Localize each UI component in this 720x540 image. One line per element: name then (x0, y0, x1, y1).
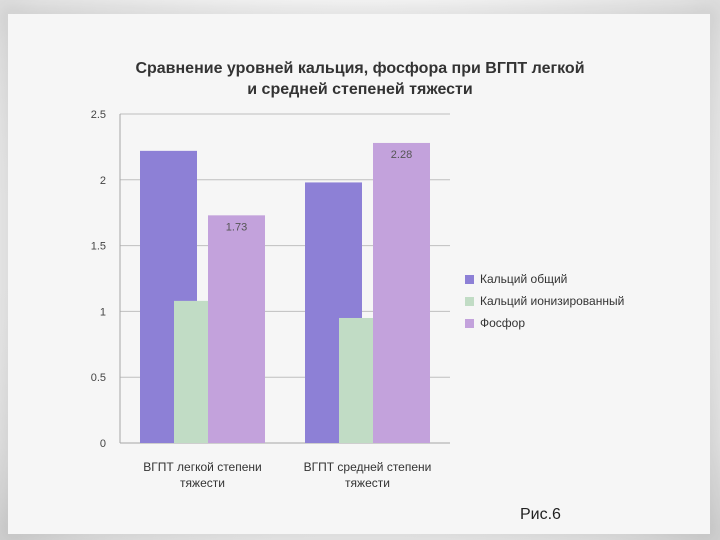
x-category-label: ВГПТ легкой степени (143, 460, 261, 474)
x-category-label: ВГПТ средней степени (304, 460, 432, 474)
y-tick-label: 0 (100, 438, 106, 450)
legend-item: Кальций ионизированный (465, 290, 665, 312)
x-category-label: тяжести (345, 476, 390, 490)
y-tick-label: 1.5 (91, 241, 106, 253)
legend-label: Кальций общий (480, 272, 568, 286)
figure-caption: Рис.6 (520, 506, 561, 523)
legend-item: Фосфор (465, 312, 665, 334)
chart-title-line-1: Сравнение уровней кальция, фосфора при В… (135, 60, 585, 77)
legend-swatch (465, 274, 474, 284)
y-tick-label: 0.5 (91, 372, 106, 384)
data-label: 2.28 (391, 149, 412, 161)
y-tick-label: 2 (100, 175, 106, 187)
y-tick-label: 2.5 (91, 109, 106, 121)
chart-title: Сравнение уровней кальция, фосфора при В… (120, 58, 600, 100)
legend-label: Кальций ионизированный (480, 294, 625, 308)
legend-swatch (465, 318, 474, 328)
bar-series-2-cat-1 (373, 142, 430, 443)
x-category-label: тяжести (180, 476, 225, 490)
y-tick-label: 1 (100, 306, 106, 318)
legend-label: Фосфор (480, 316, 526, 330)
legend-swatch (465, 296, 474, 306)
bar-series-2-cat-0 (208, 215, 265, 443)
legend-item: Кальций общий (465, 268, 665, 290)
chart-title-line-2: и средней степеней тяжести (247, 81, 473, 98)
chart-legend: Кальций общий Кальций ионизированный Фосфо… (465, 268, 665, 334)
data-label: 1.73 (226, 221, 247, 233)
